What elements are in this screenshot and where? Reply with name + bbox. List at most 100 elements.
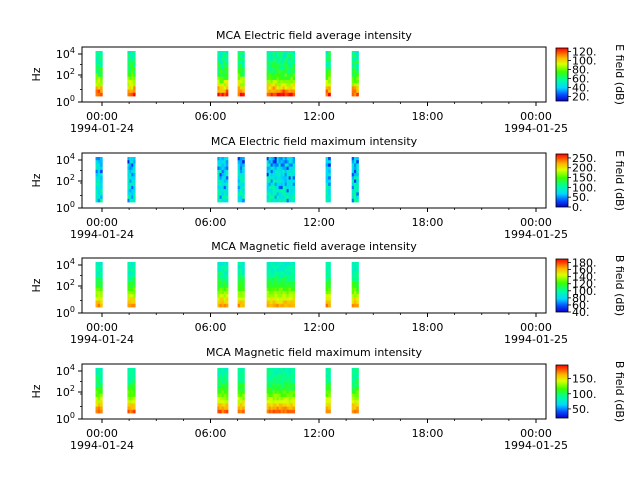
heatmap-cell xyxy=(266,278,270,282)
heatmap-cell xyxy=(353,278,357,282)
heatmap-cell xyxy=(328,393,331,398)
heatmap-cell xyxy=(127,406,130,411)
heatmap-cell xyxy=(353,262,357,266)
heatmap-cell xyxy=(225,380,229,385)
heatmap-cell xyxy=(133,173,136,177)
heatmap-cell xyxy=(239,89,243,94)
y-tick-label: 104 xyxy=(56,152,75,167)
heatmap-cell xyxy=(95,274,99,279)
heatmap-cell xyxy=(288,300,292,305)
heatmap-cell xyxy=(290,390,294,395)
heatmap-cell xyxy=(237,297,241,301)
heatmap-cell xyxy=(272,281,276,285)
heatmap-cell xyxy=(356,294,359,298)
heatmap-cell xyxy=(225,409,229,414)
heatmap-cell xyxy=(286,281,290,285)
heatmap-cell xyxy=(278,406,282,411)
heatmap-cell xyxy=(133,70,136,74)
heatmap-cell xyxy=(325,179,329,184)
heatmap-cell xyxy=(284,169,288,174)
heatmap-cell xyxy=(97,297,101,301)
heatmap-cell xyxy=(276,89,280,94)
heatmap-cell xyxy=(274,271,278,276)
heatmap-cell xyxy=(286,192,290,196)
heatmap-cell xyxy=(284,409,288,414)
colorbar-tick-label: 80. xyxy=(572,64,590,77)
heatmap-cell xyxy=(282,377,286,382)
heatmap-cell xyxy=(288,54,292,58)
heatmap-cell xyxy=(217,284,220,289)
heatmap-cell xyxy=(97,67,101,71)
heatmap-cell xyxy=(100,89,103,94)
heatmap-cell xyxy=(133,278,136,282)
heatmap-cell xyxy=(239,86,243,90)
heatmap-cell xyxy=(242,274,245,279)
heatmap-cell xyxy=(225,185,229,190)
heatmap-cell xyxy=(280,284,284,289)
heatmap-cell xyxy=(133,67,136,71)
heatmap-cell xyxy=(217,396,220,401)
data-block xyxy=(266,262,296,308)
heatmap-cell xyxy=(95,86,99,90)
heatmap-cell xyxy=(351,169,355,174)
heatmap-cell xyxy=(127,409,130,414)
colorbar-tick-label: 150. xyxy=(572,373,597,386)
heatmap-cell xyxy=(356,303,359,308)
heatmap-cell xyxy=(266,182,270,187)
heatmap-cell xyxy=(242,396,245,401)
heatmap-cell xyxy=(353,371,357,375)
heatmap-cell xyxy=(223,83,227,87)
heatmap-cell xyxy=(328,166,331,171)
heatmap-cell xyxy=(270,89,274,94)
heatmap-cell xyxy=(351,63,355,68)
heatmap-cell xyxy=(270,290,274,295)
y-axis-label: Hz xyxy=(30,384,43,398)
heatmap-cell xyxy=(225,73,229,78)
heatmap-cell xyxy=(290,284,294,289)
heatmap-cell xyxy=(217,300,220,305)
heatmap-cell xyxy=(278,160,282,164)
heatmap-cell xyxy=(237,182,241,187)
heatmap-cell xyxy=(219,173,222,177)
heatmap-cell xyxy=(292,294,296,298)
heatmap-cell xyxy=(292,192,296,196)
heatmap-cell xyxy=(292,284,296,289)
heatmap-cell xyxy=(274,300,278,305)
heatmap-cell xyxy=(239,189,243,193)
heatmap-cell xyxy=(95,371,99,375)
heatmap-cell xyxy=(133,76,136,81)
heatmap-cell xyxy=(272,387,276,391)
heatmap-cell xyxy=(129,57,132,62)
heatmap-cell xyxy=(223,51,227,55)
heatmap-cell xyxy=(223,380,227,385)
heatmap-cell xyxy=(237,371,241,375)
heatmap-cell xyxy=(97,179,101,184)
heatmap-cell xyxy=(133,262,136,266)
heatmap-cell xyxy=(290,79,294,84)
heatmap-cell xyxy=(133,54,136,58)
heatmap-cell xyxy=(270,390,274,395)
heatmap-cell xyxy=(268,387,272,391)
heatmap-cell xyxy=(268,195,272,200)
heatmap-cell xyxy=(239,79,243,84)
heatmap-cell xyxy=(129,54,132,58)
heatmap-cell xyxy=(237,384,241,388)
heatmap-cell xyxy=(274,268,278,273)
heatmap-cell xyxy=(325,166,329,171)
heatmap-cell xyxy=(272,403,276,407)
heatmap-cell xyxy=(290,189,294,193)
data-block xyxy=(237,51,245,97)
heatmap-cell xyxy=(274,400,278,404)
heatmap-cell xyxy=(286,76,290,81)
heatmap-cell xyxy=(129,173,132,177)
heatmap-cell xyxy=(353,54,357,58)
colorbar-tick-label: 100. xyxy=(572,285,597,298)
heatmap-cell xyxy=(239,166,243,171)
heatmap-cell xyxy=(266,195,270,200)
heatmap-cell xyxy=(242,368,245,372)
heatmap-cell xyxy=(282,189,286,193)
heatmap-cell xyxy=(290,173,294,177)
heatmap-cell xyxy=(127,157,130,161)
heatmap-cell xyxy=(276,179,280,184)
heatmap-cell xyxy=(288,76,292,81)
